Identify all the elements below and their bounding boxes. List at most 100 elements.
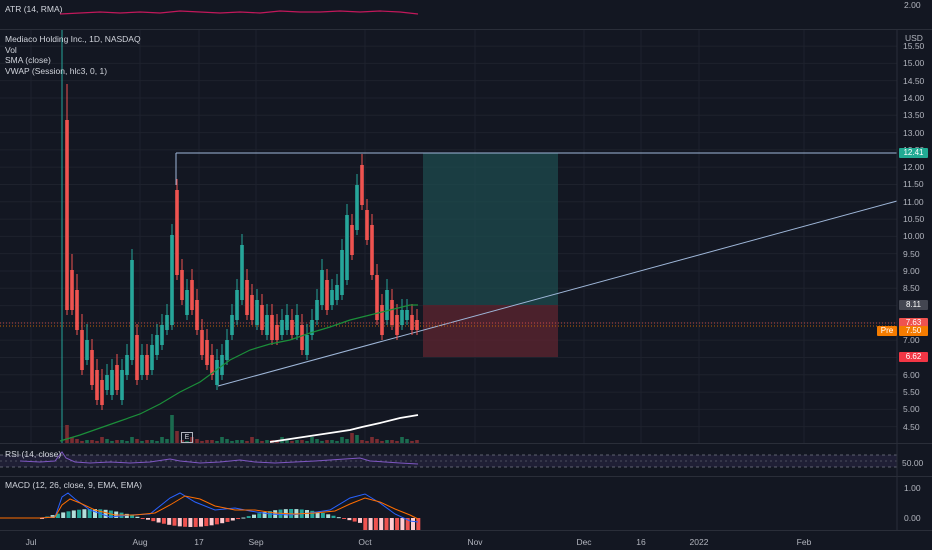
candle-body [310,320,314,335]
volume-bar [95,441,99,443]
rsi-pane[interactable]: RSI (14, close) 50.00 [0,444,932,476]
candle-body [100,380,104,405]
macd-hist-bar [241,517,246,519]
volume-bar [380,441,384,443]
volume-bar [390,440,394,443]
candle-body [225,340,229,360]
macd-hist-bar [400,518,405,530]
candle-body [235,290,239,320]
price-scale-label: 11.00 [903,196,924,207]
macd-hist-bar [230,518,235,521]
volume-bar [330,440,334,443]
macd-pane[interactable]: MACD (12, 26, close, 9, EMA, EMA) 1.00 0… [0,477,932,530]
macd-hist-bar [161,518,166,524]
candle-body [65,120,69,310]
atr-pane[interactable]: ATR (14, RMA) 2.00 [0,0,932,29]
price-scale-label: 13.50 [903,110,925,121]
macd-legend: MACD (12, 26, close, 9, EMA, EMA) [5,480,142,490]
volume-bar [80,441,84,443]
volume-bar [200,441,204,443]
volume-bar [385,440,389,443]
price-scale-label: 14.00 [903,92,925,103]
price-scale-label: 15.50 [903,41,925,52]
candle-body [345,215,349,280]
volume-bar [240,440,244,443]
macd-hist-bar [71,510,76,518]
volume-bar [295,440,299,443]
volume-bar [225,439,229,443]
macd-hist-bar [310,510,315,518]
volume-bar [310,437,314,443]
macd-scale-label-0: 0.00 [904,513,921,523]
price-scale-label: 10.00 [903,231,925,242]
volume-bar [210,440,214,443]
macd-hist-bar [389,518,394,530]
candle-body [335,285,339,300]
ascending-trendline [217,200,898,387]
time-label-16: 16 [636,537,646,547]
volume-bar [100,437,104,443]
volume-bar [260,441,264,443]
pre-label: Pre [877,326,897,336]
macd-hist-bar [405,518,410,530]
earnings-marker[interactable]: E [181,432,193,443]
time-label-aug: Aug [132,537,148,547]
time-axis[interactable]: Jul Aug 17 Sep Oct Nov Dec 16 2022 Feb [0,531,932,550]
volume-bar [105,439,109,443]
candle-body [95,370,99,400]
macd-hist-bar [352,518,357,522]
macd-hist-bar [188,518,193,527]
macd-hist-bar [373,518,378,530]
candle-body [165,315,169,330]
candle-body [390,300,394,325]
volume-bar [140,441,144,443]
price-scale-label: 8.50 [903,283,920,294]
macd-hist-bar [252,514,256,518]
candle-body [135,335,139,380]
macd-hist-bar [124,513,129,518]
macd-hist-bar [220,518,225,524]
candle-body [340,250,344,295]
candle-body [110,370,114,395]
volume-bar [305,441,309,443]
macd-hist-bar [172,518,177,526]
atr-legend: ATR (14, RMA) [5,4,63,14]
volume-bar [155,441,159,443]
candle-body [80,330,84,370]
candle-body [295,315,299,335]
macd-hist-bar [363,518,368,530]
volume-bar [150,440,154,443]
macd-hist-bar [209,518,214,526]
price-scale-label: 12.00 [903,162,925,173]
price-scale-label: 6.00 [903,369,920,380]
candle-body [160,325,164,345]
volume-bar [170,415,174,443]
volume-bar [215,441,219,443]
macd-hist-bar [320,512,325,518]
candle-body [305,335,309,355]
macd-hist-bar [130,515,135,518]
macd-scale-label-1: 1.00 [904,483,921,493]
volume-bar [400,437,404,443]
volume-bars [65,415,419,443]
candle-body [105,375,109,390]
price-pane[interactable]: Mediaco Holding Inc., 1D, NASDAQ Vol SMA… [0,30,932,443]
macd-hist-bar [103,509,108,518]
volume-bar [245,441,249,443]
candle-body [145,355,149,375]
price-chart[interactable] [0,30,932,443]
candle-body [285,315,289,330]
candle-body [205,340,209,365]
atr-line-plot [59,10,419,15]
macd-hist-bar [305,510,309,518]
target-price-badge: 12.41 [899,148,928,158]
volume-bar [405,439,409,443]
macd-hist-bar [87,509,92,518]
volume-bar [115,440,119,443]
stop-price-badge: 6.62 [899,352,928,362]
price-scale-label: 15.00 [903,58,925,69]
volume-bar [205,440,209,443]
macd-hist-bar [66,511,71,518]
macd-hist-bar [183,518,188,527]
currency-label: USD [905,33,923,43]
